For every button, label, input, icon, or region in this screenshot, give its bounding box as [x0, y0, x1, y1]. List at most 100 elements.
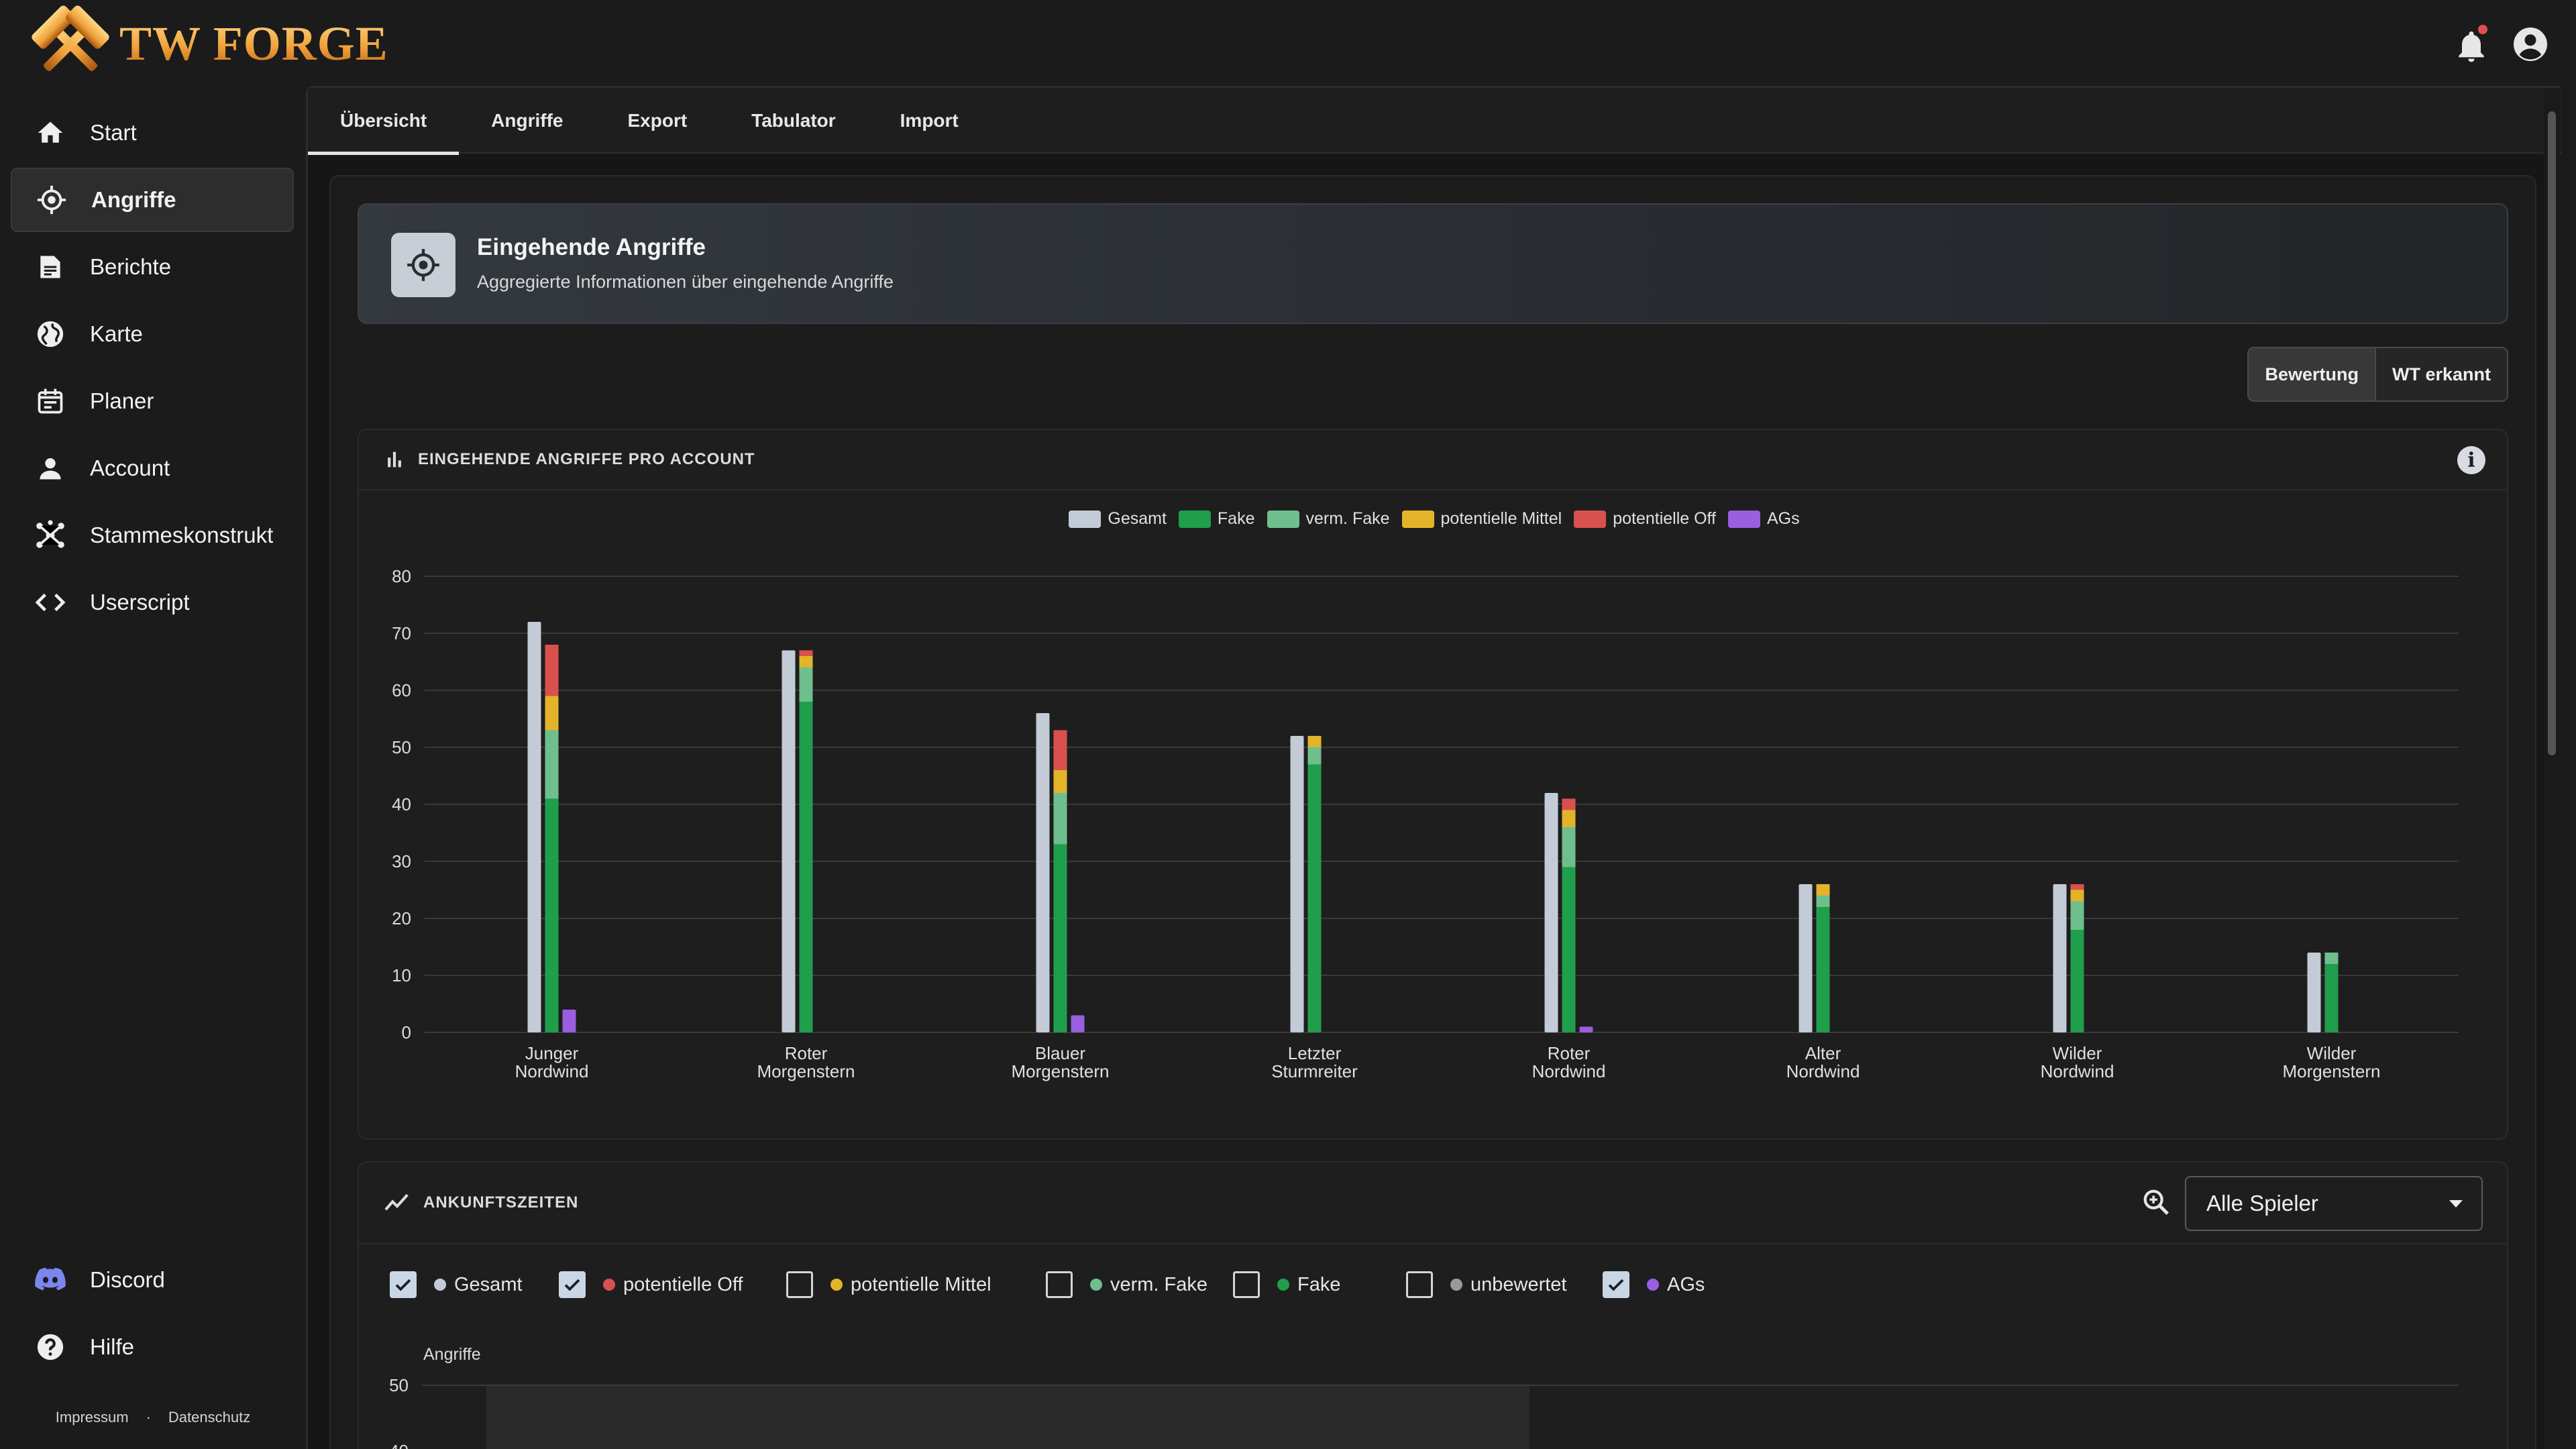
bar-potentielle-mittel[interactable] — [1307, 736, 1322, 747]
sidebar-item-start[interactable]: Start — [11, 101, 294, 165]
bar-verm-fake[interactable] — [2324, 953, 2339, 964]
bar-gesamt[interactable] — [2053, 884, 2067, 1032]
footer-separator: · — [146, 1409, 151, 1426]
sidebar-item-angriffe[interactable]: Angriffe — [11, 168, 294, 232]
bar-potentielle-mittel[interactable] — [1562, 810, 1576, 828]
sidebar-item-karte[interactable]: Karte — [11, 302, 294, 366]
legend-item-fake[interactable]: Fake — [1178, 509, 1255, 529]
toggle-wt-erkannt[interactable]: WT erkannt — [2374, 348, 2507, 400]
legend-item-gesamt[interactable]: Gesamt — [1069, 509, 1167, 529]
checkbox-checked[interactable] — [559, 1271, 586, 1298]
bar-verm-fake[interactable] — [1307, 747, 1322, 765]
bar-potentielle-off[interactable] — [545, 645, 559, 696]
bar-potentielle-off[interactable] — [1053, 730, 1067, 771]
x-tick-label: Morgenstern — [757, 1061, 855, 1081]
bar-verm-fake[interactable] — [1562, 827, 1576, 867]
x-tick-label: Roter — [785, 1043, 828, 1063]
bar-fake[interactable] — [545, 798, 559, 1033]
bar-gesamt[interactable] — [2307, 953, 2321, 1032]
filter-fake[interactable]: Fake — [1233, 1271, 1340, 1298]
series-color-dot — [1450, 1279, 1462, 1291]
filter-potentielle-off[interactable]: potentielle Off — [559, 1271, 743, 1298]
sidebar-item-stammeskonstrukt[interactable]: Stammeskonstrukt — [11, 503, 294, 568]
app-logo[interactable]: TW FORGE — [27, 5, 388, 83]
top-bar: TW FORGE — [0, 0, 2576, 86]
sidebar-item-planer[interactable]: Planer — [11, 369, 294, 433]
legend-item-ags[interactable]: AGs — [1728, 509, 1800, 529]
bar-fake[interactable] — [799, 702, 813, 1032]
bar-potentielle-mittel[interactable] — [799, 656, 813, 667]
logo-text: TW FORGE — [119, 17, 388, 70]
legend-item-potentielle-mittel[interactable]: potentielle Mittel — [1401, 509, 1562, 529]
bar-potentielle-off[interactable] — [1562, 798, 1576, 810]
series-color-dot — [1647, 1279, 1659, 1291]
bar-ags[interactable] — [562, 1010, 576, 1032]
bar-fake[interactable] — [1562, 867, 1576, 1033]
highlighted-time-range[interactable] — [486, 1385, 1529, 1449]
bar-potentielle-off[interactable] — [799, 650, 813, 657]
bar-verm-fake[interactable] — [799, 667, 813, 702]
notifications-button[interactable] — [2453, 24, 2490, 65]
checkbox-unchecked[interactable] — [786, 1271, 813, 1298]
checkbox-unchecked[interactable] — [1233, 1271, 1260, 1298]
bar-fake[interactable] — [1053, 844, 1067, 1033]
sidebar-item-berichte[interactable]: Berichte — [11, 235, 294, 299]
filter-ags[interactable]: AGs — [1603, 1271, 1705, 1298]
bar-ags[interactable] — [1071, 1015, 1085, 1033]
bar-potentielle-mittel[interactable] — [2070, 890, 2084, 902]
bar-potentielle-mittel[interactable] — [1816, 884, 1830, 896]
player-select[interactable]: Alle Spieler — [2185, 1176, 2483, 1231]
legend-label: verm. Fake — [1305, 509, 1390, 528]
zoom-search-icon[interactable] — [2141, 1187, 2171, 1218]
page-title: Eingehende Angriffe — [477, 234, 706, 260]
bar-gesamt[interactable] — [1544, 793, 1558, 1032]
bar-gesamt[interactable] — [1036, 713, 1050, 1032]
impressum-link[interactable]: Impressum — [55, 1409, 129, 1426]
sidebar-item-account[interactable]: Account — [11, 436, 294, 500]
bar-gesamt[interactable] — [1799, 884, 1813, 1032]
bar-gesamt[interactable] — [782, 650, 796, 1033]
checkbox-checked[interactable] — [390, 1271, 417, 1298]
bar-potentielle-off[interactable] — [2070, 884, 2084, 890]
filter-verm-fake[interactable]: verm. Fake — [1046, 1271, 1208, 1298]
info-icon[interactable]: i — [2457, 446, 2485, 474]
tab-angriffe[interactable]: Angriffe — [491, 110, 564, 131]
vertical-scrollbar[interactable] — [2544, 88, 2560, 1449]
bar-fake[interactable] — [1816, 907, 1830, 1032]
scrollbar-thumb[interactable] — [2548, 111, 2556, 755]
bar-potentielle-mittel[interactable] — [1053, 770, 1067, 793]
bar-verm-fake[interactable] — [1816, 896, 1830, 907]
bar-verm-fake[interactable] — [545, 730, 559, 799]
tab-tabulator[interactable]: Tabulator — [751, 110, 836, 131]
checkbox-unchecked[interactable] — [1406, 1271, 1433, 1298]
legend-item-potentielle-off[interactable]: potentielle Off — [1574, 509, 1716, 529]
x-tick-label: Morgenstern — [1012, 1061, 1110, 1081]
tab-import[interactable]: Import — [900, 110, 959, 131]
bar-ags[interactable] — [1579, 1026, 1593, 1033]
bar-verm-fake[interactable] — [2070, 901, 2084, 930]
bar-fake[interactable] — [1307, 764, 1322, 1033]
legend-item-verm-fake[interactable]: verm. Fake — [1267, 509, 1390, 529]
bar-gesamt[interactable] — [1290, 736, 1304, 1032]
sidebar-item-discord[interactable]: Discord — [11, 1248, 294, 1312]
sidebar-item-hilfe[interactable]: Hilfe — [11, 1315, 294, 1379]
bar-potentielle-mittel[interactable] — [545, 696, 559, 731]
datenschutz-link[interactable]: Datenschutz — [168, 1409, 251, 1426]
sidebar-item-userscript[interactable]: Userscript — [11, 570, 294, 635]
tab-export[interactable]: Export — [627, 110, 688, 131]
checkbox-unchecked[interactable] — [1046, 1271, 1073, 1298]
toggle-bewertung[interactable]: Bewertung — [2249, 348, 2375, 400]
y-tick-label: 30 — [392, 851, 411, 871]
tab-uebersicht[interactable]: Übersicht — [308, 88, 460, 155]
filter-gesamt[interactable]: Gesamt — [390, 1271, 523, 1298]
filter-unbewertet[interactable]: unbewertet — [1406, 1271, 1567, 1298]
filter-potentielle-mittel[interactable]: potentielle Mittel — [786, 1271, 991, 1298]
x-tick-label: Morgenstern — [2283, 1061, 2381, 1081]
bar-gesamt[interactable] — [527, 622, 541, 1032]
filter-label: verm. Fake — [1110, 1273, 1208, 1295]
checkbox-checked[interactable] — [1603, 1271, 1629, 1298]
bar-fake[interactable] — [2070, 930, 2084, 1032]
account-menu-button[interactable] — [2510, 24, 2551, 68]
bar-fake[interactable] — [2324, 964, 2339, 1032]
bar-verm-fake[interactable] — [1053, 793, 1067, 845]
